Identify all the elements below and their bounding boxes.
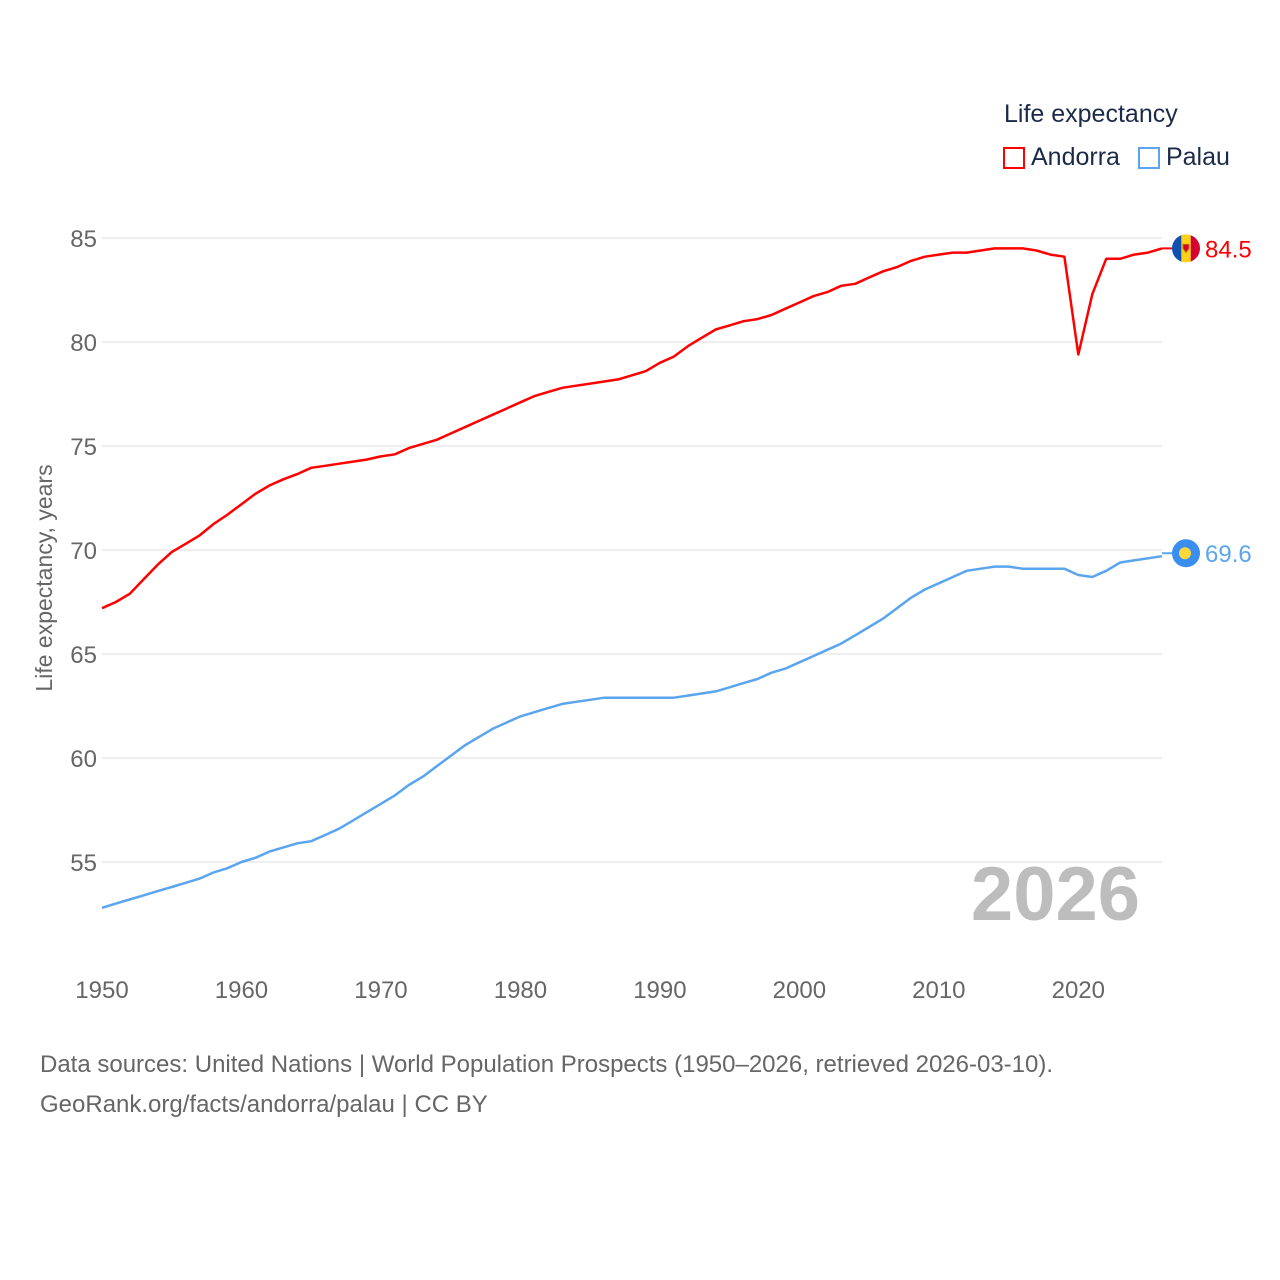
legend-item-andorra[interactable]: Andorra: [1003, 143, 1120, 172]
y-axis-label: Life expectancy, years: [31, 464, 57, 691]
andorra-flag-icon: [1190, 234, 1200, 263]
legend-label: Palau: [1165, 143, 1230, 171]
y-tick-label: 85: [70, 226, 97, 253]
andorra-flag-icon: [1172, 234, 1182, 263]
legend-swatch-andorra: [1003, 146, 1025, 169]
legend-label: Andorra: [1031, 143, 1120, 171]
source-link[interactable]: GeoRank.org/facts/andorra/palau | CC BY: [40, 1091, 488, 1118]
x-tick-label: 1990: [633, 977, 686, 1004]
x-tick-label: 2000: [773, 977, 826, 1004]
x-tick-label: 1950: [75, 977, 128, 1004]
andorra-coat-of-arms-icon: [1182, 243, 1190, 254]
y-tick-label: 80: [70, 330, 97, 357]
legend-item-palau[interactable]: Palau: [1137, 143, 1230, 172]
series-line-palau: [101, 554, 1163, 909]
year-label: 2026: [971, 852, 1140, 937]
x-tick-label: 1970: [354, 977, 407, 1004]
y-tick-label: 70: [70, 538, 97, 565]
x-tick-label: 1960: [215, 977, 268, 1004]
y-tick-label: 75: [70, 434, 97, 461]
y-tick-label: 60: [70, 746, 97, 773]
end-value-label-palau: 69.6: [1205, 541, 1252, 568]
source-note: Data sources: United Nations | World Pop…: [40, 1045, 1053, 1125]
legend-title: Life expectancy: [1004, 100, 1178, 128]
end-value-label-andorra: 84.5: [1205, 236, 1252, 263]
y-tick-label: 65: [70, 642, 97, 669]
x-tick-label: 1980: [494, 977, 547, 1004]
x-tick-label: 2010: [912, 977, 965, 1004]
source-line: Data sources: United Nations | World Pop…: [40, 1051, 1054, 1078]
palau-flag-moon-icon: [1179, 547, 1191, 560]
legend: Andorra Palau: [1003, 143, 1230, 172]
series-line-andorra: [101, 247, 1163, 610]
legend-swatch-palau: [1137, 146, 1160, 169]
x-tick-label: 2020: [1052, 977, 1105, 1004]
y-tick-label: 55: [70, 850, 97, 877]
